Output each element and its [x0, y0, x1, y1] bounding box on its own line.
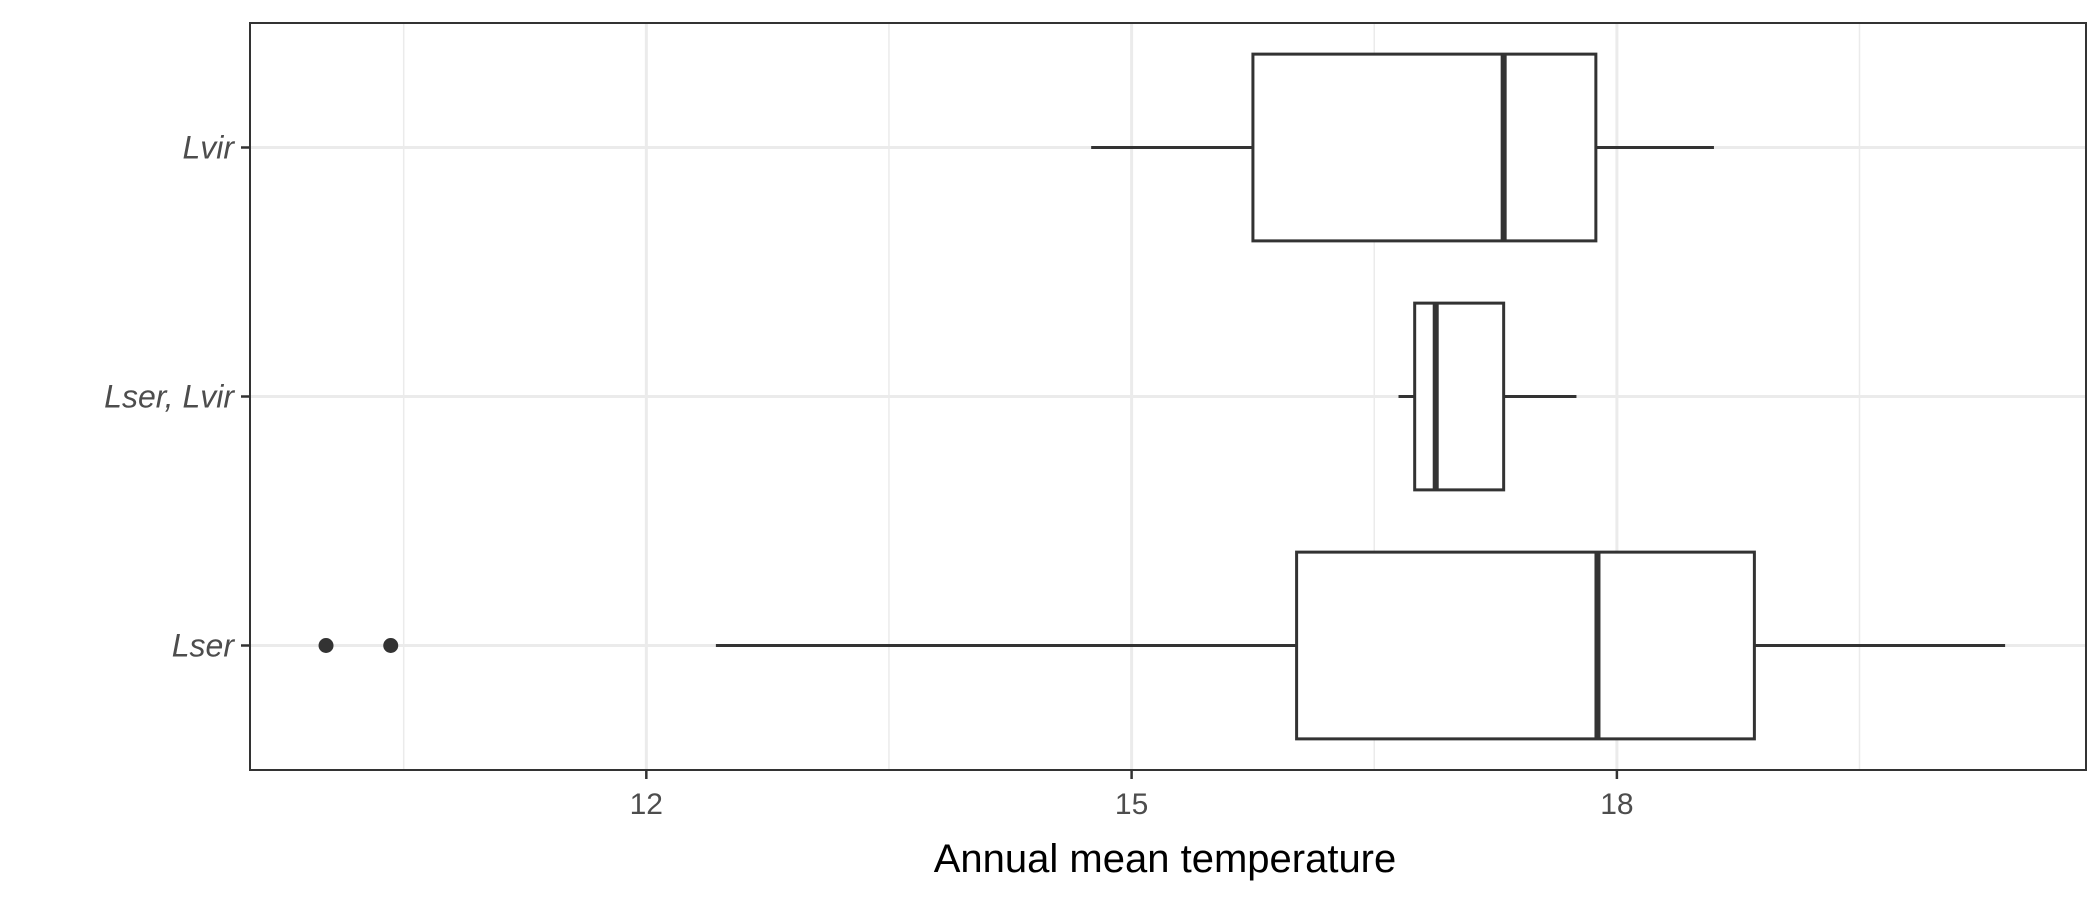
y-axis: Lvir Lser, Lvir Lser	[104, 130, 250, 664]
box-group	[1398, 301, 1577, 492]
outlier-point	[318, 638, 334, 653]
y-tick-label: Lvir	[182, 130, 235, 166]
box-group	[1091, 52, 1714, 243]
outlier-point	[383, 638, 399, 653]
x-axis-title: Annual mean temperature	[934, 837, 1397, 881]
boxes-layer	[318, 52, 2006, 741]
box-iqr	[1413, 301, 1506, 492]
y-tick-label: Lser, Lvir	[104, 379, 235, 415]
x-tick-label: 15	[1115, 788, 1148, 821]
y-tick-label: Lser	[172, 628, 236, 664]
box-iqr	[1251, 52, 1598, 243]
box-iqr	[1295, 550, 1756, 741]
x-tick-label: 12	[630, 788, 663, 821]
box-group	[318, 550, 2006, 741]
x-tick-label: 18	[1600, 788, 1633, 821]
x-axis: 12 15 18	[630, 770, 1634, 821]
